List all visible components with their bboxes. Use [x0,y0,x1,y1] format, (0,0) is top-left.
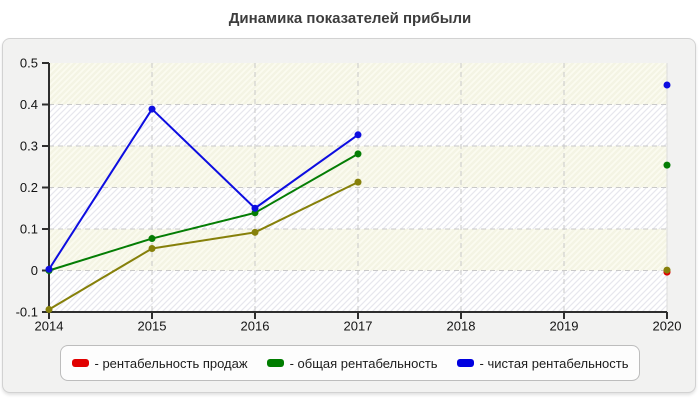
x-tick-label: 2020 [653,319,682,334]
series-segment-2 [48,108,153,270]
x-tick-label: 2018 [447,319,476,334]
legend-item-2: - чистая рентабельность [456,355,629,371]
y-tick-label: 0.3 [20,139,38,154]
y-tick-label: 0.4 [20,97,38,112]
series-segment-1 [48,237,153,272]
series-point-2 [148,105,156,113]
series-point-2 [354,131,362,139]
y-tick-label: 0 [31,263,38,278]
series-segment-0 [151,231,256,250]
series-point-0 [251,228,259,236]
legend-swatch-0 [71,359,89,367]
series-point-2 [251,204,259,212]
series-point-2 [45,265,53,273]
series-point-1 [148,235,156,243]
y-tick-label: 0.5 [20,56,38,71]
legend-label-2: - чистая рентабельность [479,355,629,371]
series-point-0 [663,266,671,274]
y-tick-label: -0.1 [16,305,38,320]
x-tick-label: 2015 [138,319,167,334]
y-tick-label: 0.2 [20,180,38,195]
x-tick-label: 2019 [550,319,579,334]
series-segment-0 [48,247,153,311]
series-segment-2 [254,133,359,210]
legend-label-0: - рентабельность продаж [94,355,248,371]
x-tick-label: 2016 [241,319,270,334]
legend-swatch-1 [266,359,284,367]
series-segment-0 [254,181,359,234]
legend-label-1: - общая рентабельность [289,355,438,371]
legend-swatch-2 [456,359,474,367]
series-segment-1 [254,153,359,214]
series-point-1 [663,161,671,169]
chart-container: 0.5 0.4 0.3 0.2 0.1 0 -0.1 2014 2015 2016 2017 2018… [2,38,696,393]
legend: - рентабельность продаж - общая рентабель… [60,345,640,381]
series-point-2 [663,81,671,89]
legend-item-1: - общая рентабельность [266,355,438,371]
series-segment-1 [151,211,256,240]
y-tick-label: 0.1 [20,222,38,237]
series-segment-2 [151,108,256,209]
x-tick-label: 2017 [344,319,373,334]
series-point-0 [148,245,156,253]
series-point-0 [354,178,362,186]
x-tick-label: 2014 [35,319,64,334]
series-point-1 [354,150,362,158]
series-point-0 [45,306,53,314]
legend-item-0: - рентабельность продаж [71,355,248,371]
chart-title: Динамика показателей прибыли [228,10,472,27]
